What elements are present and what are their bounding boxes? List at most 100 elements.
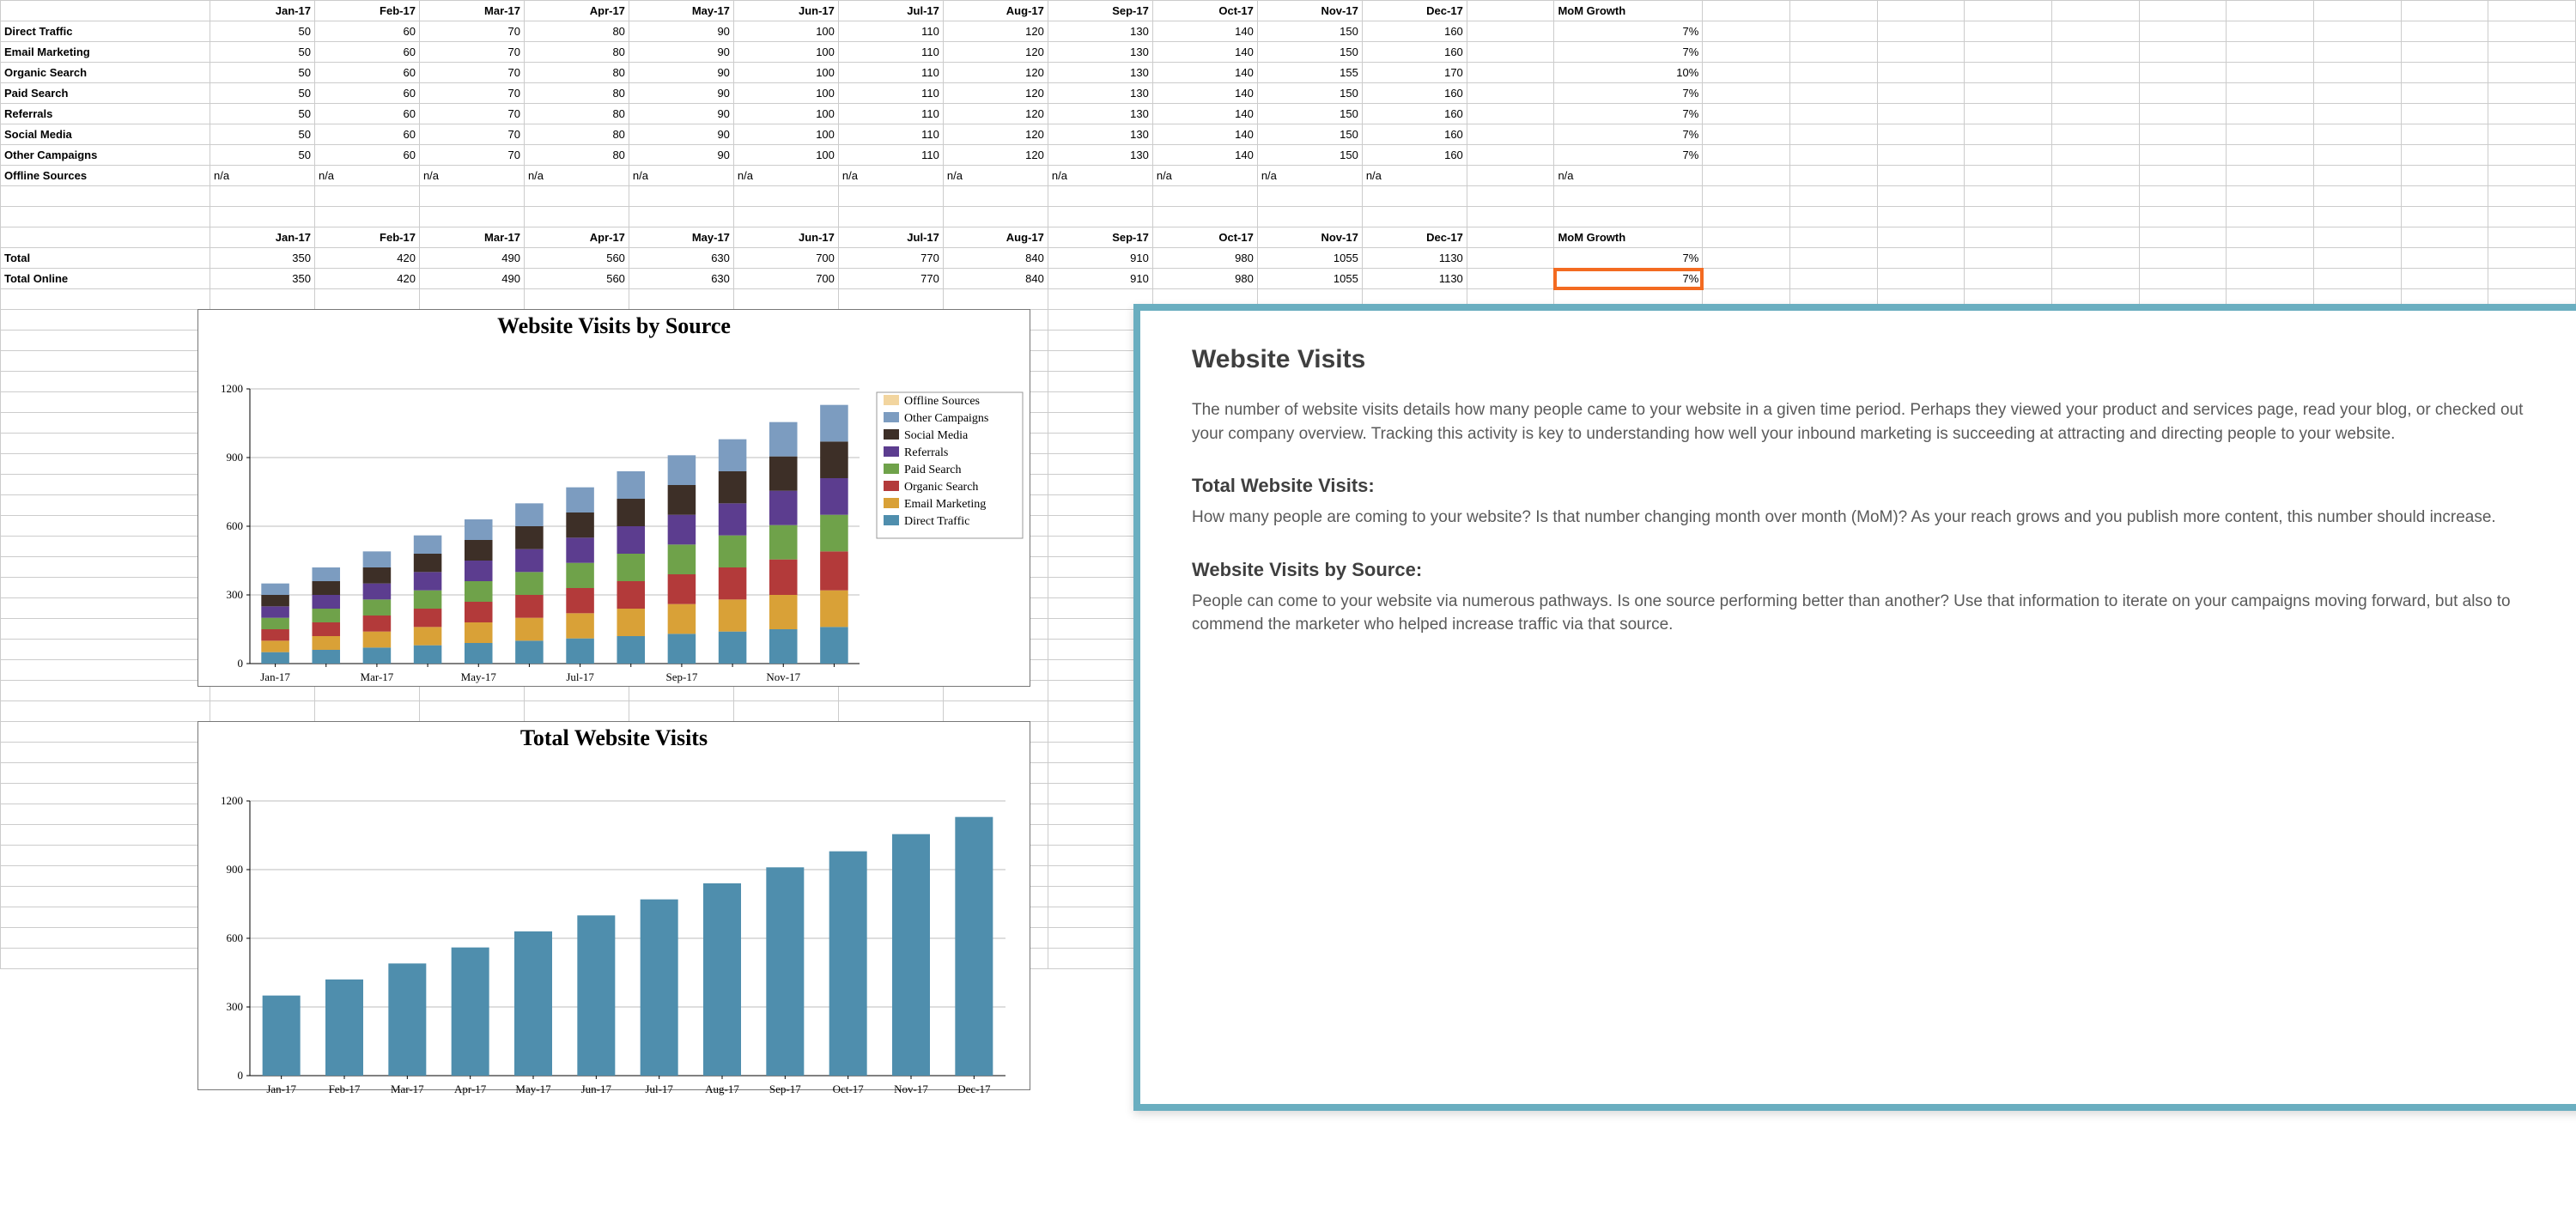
- cell[interactable]: 60: [314, 145, 419, 166]
- cell[interactable]: n/a: [943, 166, 1048, 186]
- cell[interactable]: 100: [733, 145, 838, 166]
- cell[interactable]: 490: [419, 269, 524, 289]
- month-header[interactable]: Sep-17: [1048, 1, 1152, 21]
- cell[interactable]: 840: [943, 269, 1048, 289]
- cell[interactable]: 120: [943, 21, 1048, 42]
- cell[interactable]: 90: [629, 83, 733, 104]
- row-label[interactable]: Total Online: [1, 269, 210, 289]
- cell[interactable]: 80: [524, 42, 629, 63]
- month-header[interactable]: May-17: [629, 227, 733, 248]
- month-header[interactable]: Jan-17: [210, 1, 314, 21]
- month-header[interactable]: Oct-17: [1152, 227, 1257, 248]
- cell[interactable]: 1130: [1362, 248, 1467, 269]
- cell[interactable]: 770: [838, 269, 943, 289]
- cell[interactable]: 160: [1362, 42, 1467, 63]
- cell[interactable]: 60: [314, 21, 419, 42]
- row-label[interactable]: Other Campaigns: [1, 145, 210, 166]
- row-label[interactable]: Referrals: [1, 104, 210, 124]
- month-header[interactable]: Dec-17: [1362, 1, 1467, 21]
- month-header[interactable]: Apr-17: [524, 1, 629, 21]
- month-header[interactable]: Mar-17: [419, 227, 524, 248]
- cell[interactable]: 130: [1048, 145, 1152, 166]
- cell[interactable]: n/a: [314, 166, 419, 186]
- cell[interactable]: 80: [524, 21, 629, 42]
- cell[interactable]: 700: [733, 269, 838, 289]
- month-header[interactable]: Jul-17: [838, 1, 943, 21]
- chart-total-visits[interactable]: Total Website Visits 03006009001200Jan-1…: [197, 721, 1030, 1090]
- cell[interactable]: 80: [524, 124, 629, 145]
- cell[interactable]: 110: [838, 145, 943, 166]
- cell[interactable]: 130: [1048, 124, 1152, 145]
- cell[interactable]: 70: [419, 21, 524, 42]
- cell[interactable]: 140: [1152, 145, 1257, 166]
- cell[interactable]: 70: [419, 145, 524, 166]
- cell[interactable]: 90: [629, 124, 733, 145]
- month-header[interactable]: Feb-17: [314, 1, 419, 21]
- row-label[interactable]: Paid Search: [1, 83, 210, 104]
- mom-cell[interactable]: 10%: [1554, 63, 1703, 83]
- cell[interactable]: 110: [838, 63, 943, 83]
- cell[interactable]: n/a: [1152, 166, 1257, 186]
- cell[interactable]: 1130: [1362, 269, 1467, 289]
- month-header[interactable]: Feb-17: [314, 227, 419, 248]
- cell[interactable]: 560: [524, 269, 629, 289]
- cell[interactable]: 100: [733, 21, 838, 42]
- cell[interactable]: n/a: [838, 166, 943, 186]
- cell[interactable]: 560: [524, 248, 629, 269]
- cell[interactable]: 980: [1152, 248, 1257, 269]
- cell[interactable]: 160: [1362, 21, 1467, 42]
- cell[interactable]: 140: [1152, 63, 1257, 83]
- cell[interactable]: 110: [838, 42, 943, 63]
- cell[interactable]: 90: [629, 145, 733, 166]
- month-header[interactable]: Jan-17: [210, 227, 314, 248]
- cell[interactable]: 90: [629, 21, 733, 42]
- cell[interactable]: 100: [733, 104, 838, 124]
- cell[interactable]: 60: [314, 63, 419, 83]
- cell[interactable]: 420: [314, 248, 419, 269]
- month-header[interactable]: Sep-17: [1048, 227, 1152, 248]
- cell[interactable]: 90: [629, 63, 733, 83]
- mom-cell[interactable]: n/a: [1554, 166, 1703, 186]
- cell[interactable]: 1055: [1257, 248, 1362, 269]
- cell[interactable]: 350: [210, 248, 314, 269]
- mom-header[interactable]: MoM Growth: [1554, 227, 1703, 248]
- cell[interactable]: 140: [1152, 83, 1257, 104]
- cell[interactable]: n/a: [210, 166, 314, 186]
- row-label[interactable]: Organic Search: [1, 63, 210, 83]
- mom-cell[interactable]: 7%: [1554, 42, 1703, 63]
- cell[interactable]: 120: [943, 104, 1048, 124]
- cell[interactable]: 50: [210, 83, 314, 104]
- row-label[interactable]: Email Marketing: [1, 42, 210, 63]
- mom-cell[interactable]: 7%: [1554, 145, 1703, 166]
- cell[interactable]: 150: [1257, 21, 1362, 42]
- cell[interactable]: 160: [1362, 104, 1467, 124]
- mom-cell[interactable]: 7%: [1554, 248, 1703, 269]
- cell[interactable]: 140: [1152, 42, 1257, 63]
- cell[interactable]: 80: [524, 145, 629, 166]
- cell[interactable]: 350: [210, 269, 314, 289]
- cell[interactable]: 70: [419, 83, 524, 104]
- month-header[interactable]: Nov-17: [1257, 227, 1362, 248]
- mom-header[interactable]: MoM Growth: [1554, 1, 1703, 21]
- cell[interactable]: 100: [733, 63, 838, 83]
- cell[interactable]: 120: [943, 145, 1048, 166]
- cell[interactable]: 90: [629, 104, 733, 124]
- cell[interactable]: 110: [838, 83, 943, 104]
- cell[interactable]: n/a: [1048, 166, 1152, 186]
- cell[interactable]: n/a: [1362, 166, 1467, 186]
- month-header[interactable]: Jun-17: [733, 1, 838, 21]
- cell[interactable]: 60: [314, 83, 419, 104]
- row-label[interactable]: Total: [1, 248, 210, 269]
- cell[interactable]: n/a: [419, 166, 524, 186]
- cell[interactable]: n/a: [733, 166, 838, 186]
- cell[interactable]: 770: [838, 248, 943, 269]
- cell[interactable]: 50: [210, 21, 314, 42]
- cell[interactable]: 80: [524, 104, 629, 124]
- month-header[interactable]: Aug-17: [943, 227, 1048, 248]
- mom-cell[interactable]: 7%: [1554, 21, 1703, 42]
- cell[interactable]: 70: [419, 63, 524, 83]
- cell[interactable]: 140: [1152, 124, 1257, 145]
- cell[interactable]: 160: [1362, 124, 1467, 145]
- cell[interactable]: 100: [733, 42, 838, 63]
- cell[interactable]: 120: [943, 42, 1048, 63]
